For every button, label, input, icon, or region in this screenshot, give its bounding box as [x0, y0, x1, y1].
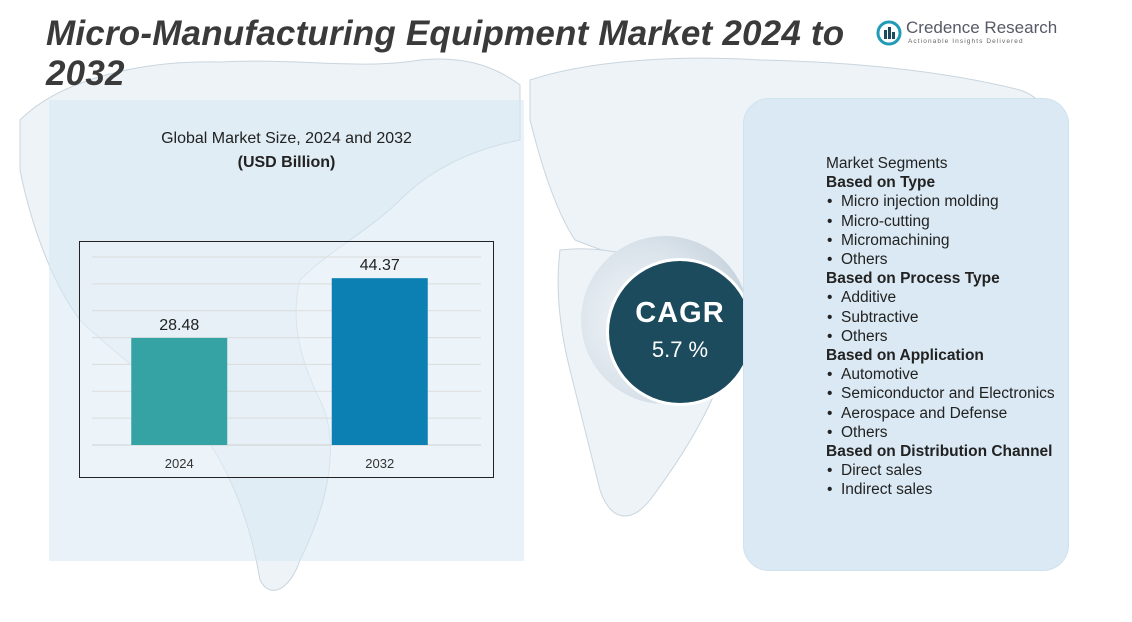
segment-item: Indirect sales	[826, 480, 1066, 499]
cagr-value: 5.7 %	[651, 337, 709, 362]
segments-heading: Market Segments	[826, 155, 948, 172]
segment-item: Additive	[826, 288, 1066, 307]
segment-items: Micro injection molding Micro-cutting Mi…	[826, 192, 1066, 269]
logo-mark-icon	[876, 20, 902, 46]
segment-item: Subtractive	[826, 308, 1066, 327]
logo-name: Credence Research	[906, 18, 1058, 37]
segment-item: Others	[826, 327, 1066, 346]
cagr-label: CAGR	[635, 297, 725, 329]
market-size-panel: Global Market Size, 2024 and 2032 (USD B…	[49, 100, 524, 561]
data-label: 44.37	[360, 257, 400, 274]
chart-unit: (USD Billion)	[237, 154, 336, 171]
segments-list: Market Segments Based on Type Micro inje…	[826, 154, 1066, 500]
segment-items: Automotive Semiconductor and Electronics…	[826, 365, 1066, 442]
page-title: Micro-Manufacturing Equipment Market 202…	[46, 14, 845, 93]
segment-group-title: Based on Type	[826, 174, 936, 192]
segment-item: Micromachining	[826, 231, 1066, 250]
bar-2024	[131, 337, 228, 445]
chart-subtitle: Global Market Size, 2024 and 2032	[161, 130, 412, 147]
segment-item: Others	[826, 250, 1066, 269]
segment-items: Additive Subtractive Others	[826, 288, 1066, 346]
segment-item: Aerospace and Defense	[826, 404, 1066, 423]
segment-group-title: Based on Application	[826, 347, 984, 365]
segment-group-title: Based on Distribution Channel	[826, 443, 1053, 461]
cagr-badge: CAGR 5.7 %	[609, 261, 751, 403]
segment-item: Micro injection molding	[826, 192, 1066, 211]
logo-tagline: Actionable Insights Delivered	[908, 38, 1024, 45]
market-segments-panel: Market Segments Based on Type Micro inje…	[743, 98, 1069, 571]
segment-item: Semiconductor and Electronics	[826, 384, 1066, 403]
x-tick-label: 2024	[165, 456, 194, 471]
bar-chart-frame: 28.48 2024 44.37 2032	[79, 241, 494, 478]
brand-logo: Credence Research Actionable Insights De…	[876, 16, 1066, 52]
segment-items: Direct sales Indirect sales	[826, 461, 1066, 500]
segment-item: Direct sales	[826, 461, 1066, 480]
bar-2032	[331, 278, 428, 445]
segment-item: Others	[826, 423, 1066, 442]
segment-item: Micro-cutting	[826, 212, 1066, 231]
bar-chart: 28.48 2024 44.37 2032	[92, 256, 481, 471]
segment-group-title: Based on Process Type	[826, 270, 1000, 288]
x-tick-label: 2032	[365, 456, 394, 471]
segment-item: Automotive	[826, 365, 1066, 384]
data-label: 28.48	[159, 317, 199, 334]
